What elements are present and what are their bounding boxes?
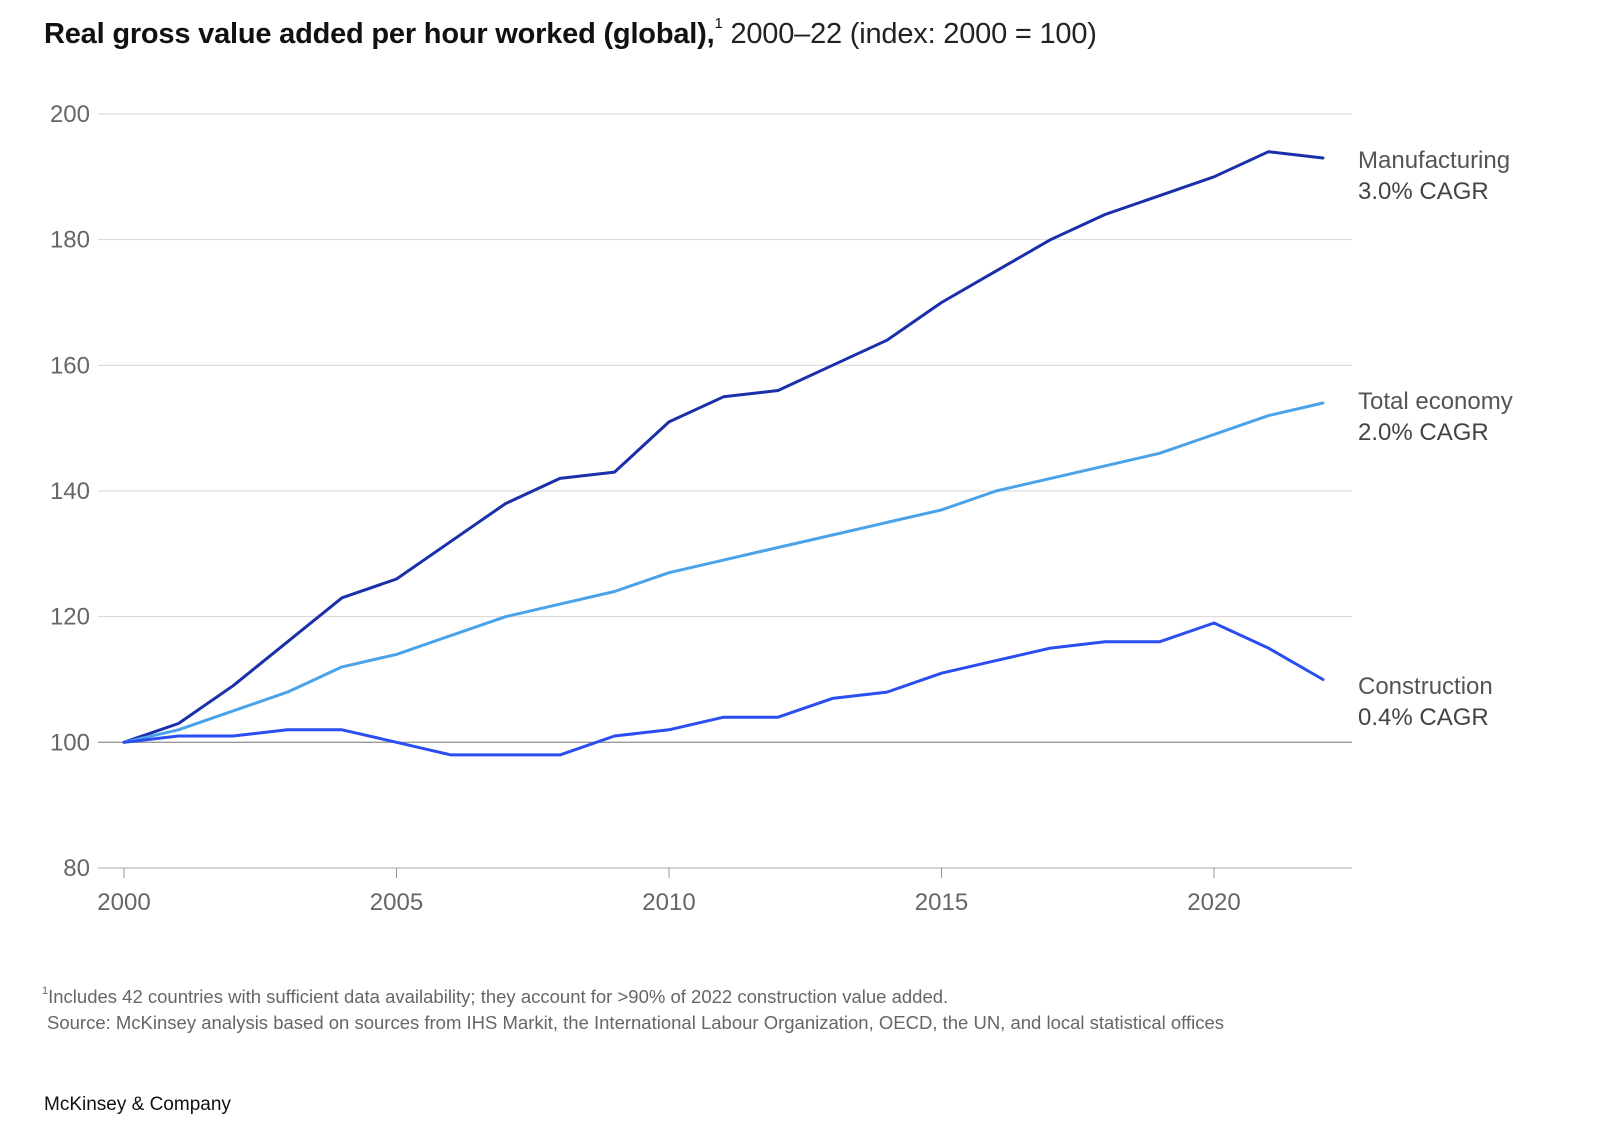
x-axis: 2000 2005 2010 2015 2020: [97, 868, 1241, 916]
series-line-construction: [122, 621, 1325, 757]
x-tick-label: 2000: [97, 889, 150, 916]
title-footnote-marker: 1: [714, 15, 723, 33]
series-label-manufacturing: Manufacturing: [1358, 147, 1510, 174]
line-chart: 80 100 120 140 160 180 200 2000 2005 2010 2015 202…: [50, 101, 1513, 916]
y-tick-label: 100: [50, 729, 90, 756]
series-label-construction: Construction: [1358, 673, 1493, 700]
series-cagr-construction: 0.4% CAGR: [1358, 704, 1489, 731]
y-tick-label: 120: [50, 604, 90, 631]
chart-title: Real gross value added per hour worked (…: [44, 15, 1097, 51]
y-tick-label: 140: [50, 478, 90, 505]
y-tick-label: 200: [50, 101, 90, 128]
footnote-text-row: 1Includes 42 countries with sufficient d…: [42, 980, 1224, 1010]
series-cagr-total-economy: 2.0% CAGR: [1358, 419, 1489, 446]
series-label-total-economy: Total economy: [1358, 388, 1513, 415]
title-main: Real gross value added per hour worked (…: [44, 18, 715, 50]
series-lines: [122, 150, 1325, 757]
brand-logo-text: McKinsey & Company: [44, 1094, 231, 1115]
series-labels: Manufacturing 3.0% CAGR Total economy 2.0% …: [1358, 147, 1513, 731]
series-cagr-manufacturing: 3.0% CAGR: [1358, 178, 1489, 205]
y-tick-label: 80: [63, 855, 90, 882]
title-period: 2000–22 (index: 2000 = 100): [722, 18, 1097, 50]
x-tick-label: 2020: [1187, 889, 1240, 916]
y-gridlines: [98, 113, 1352, 869]
x-tick-label: 2005: [370, 889, 423, 916]
footnote: 1Includes 42 countries with sufficient d…: [42, 980, 1224, 1036]
y-tick-label: 160: [50, 352, 90, 379]
y-tick-label: 180: [50, 227, 90, 254]
footnote-text: Includes 42 countries with sufficient da…: [48, 986, 949, 1008]
source-note: Source: McKinsey analysis based on sourc…: [47, 1012, 1225, 1034]
y-axis-ticks: 80 100 120 140 160 180 200: [50, 101, 90, 882]
series-line-manufacturing: [122, 150, 1325, 744]
footnote-marker: 1: [42, 985, 49, 997]
x-tick-label: 2015: [915, 889, 968, 916]
series-line-total-economy: [122, 401, 1325, 744]
x-tick-label: 2010: [642, 889, 695, 916]
